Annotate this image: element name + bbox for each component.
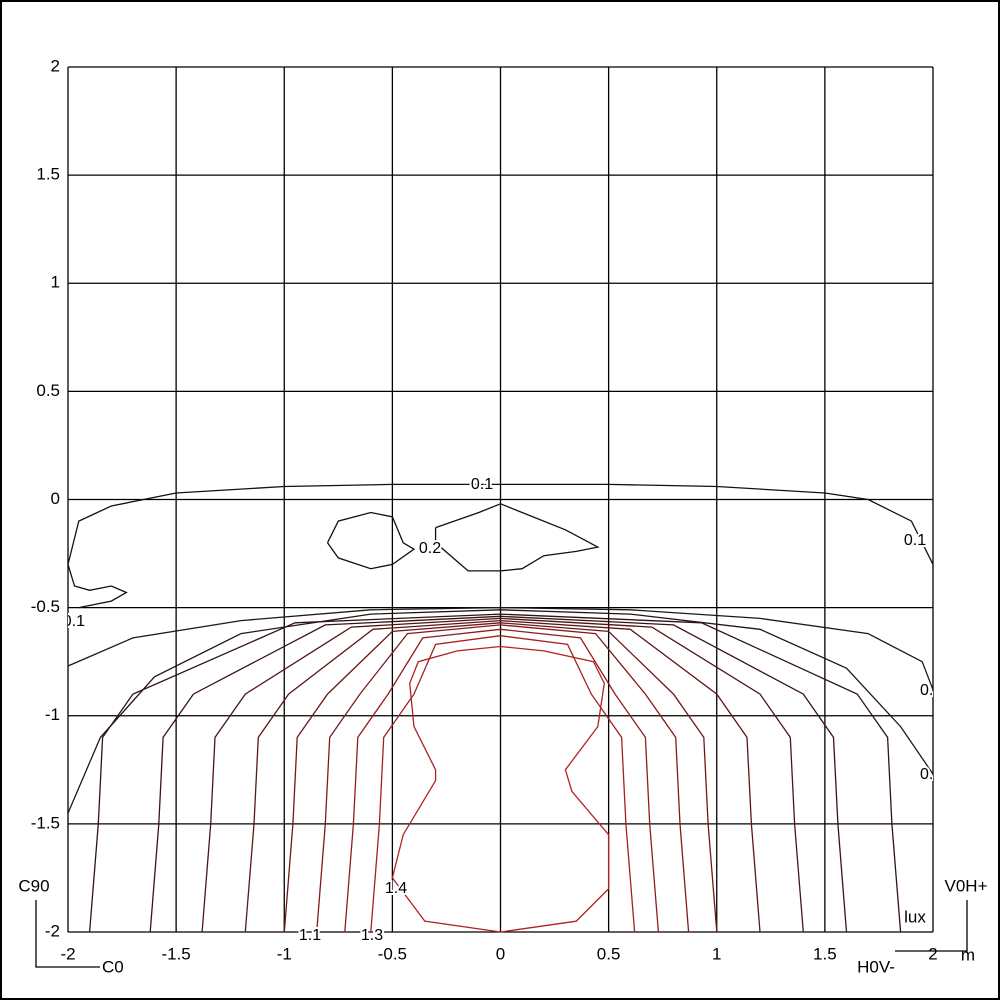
axis-bracket [35, 900, 100, 968]
y-tick-label: -2 [45, 921, 60, 940]
contour-label: 0. [920, 682, 933, 699]
plot-area [68, 483, 933, 933]
contour-line [68, 483, 933, 609]
contour-label: 0.1 [63, 613, 85, 630]
y-tick-label: 0 [51, 489, 60, 508]
y-tick-label: -1 [45, 705, 60, 724]
x-tick-label: 1.5 [813, 944, 837, 963]
contour-line [244, 619, 761, 933]
x-tick-label: 0.5 [597, 944, 621, 963]
x-tick-label: 1 [712, 944, 721, 963]
contour-line [344, 628, 660, 933]
x-tick-label: 0 [496, 944, 505, 963]
corner-label: C90 [18, 876, 49, 895]
contour-line [88, 613, 902, 933]
x-tick-label: -1.5 [161, 944, 190, 963]
y-tick-label: 2 [51, 56, 60, 75]
y-tick-label: 1 [51, 273, 60, 292]
contour-label: 1.3 [361, 927, 383, 944]
contour-label: 0. [920, 766, 933, 783]
x-tick-label: 2 [928, 944, 937, 963]
contour-labels: 0.1 0.1 0.1 0.2 0. 0. 1.1 1.3 1.4 [63, 474, 933, 944]
x-unit-label: m [961, 945, 975, 964]
axis-bracket [895, 900, 968, 952]
contour-line [68, 609, 933, 814]
contour-line [434, 503, 600, 572]
contour-line [68, 606, 933, 691]
x-tick-label: -1 [277, 944, 292, 963]
contour-label: 0.1 [904, 532, 926, 549]
y-tick-label: 1.5 [36, 165, 60, 184]
contour-label: 1.1 [299, 927, 321, 944]
contour-line [201, 617, 804, 933]
y-tick-label: -1.5 [31, 813, 60, 832]
corner-label: V0H+ [945, 876, 988, 895]
contour-label: 0.2 [419, 540, 441, 557]
x-tick-label: -0.5 [378, 944, 407, 963]
x-tick-label: -2 [60, 944, 75, 963]
corner-label: H0V- [857, 957, 895, 976]
contour-line [326, 511, 416, 570]
contour-line [283, 622, 718, 933]
y-tick-label: -0.5 [31, 597, 60, 616]
contour-line [149, 615, 848, 933]
contour-label: 0.1 [471, 476, 493, 493]
contour-line [391, 645, 610, 933]
contour-line [370, 635, 636, 933]
contour-line [316, 624, 690, 933]
y-tick-label: 0.5 [36, 381, 60, 400]
corner-label: C0 [102, 957, 124, 976]
contour-label: 1.4 [385, 880, 407, 897]
unit-label: lux [904, 907, 926, 926]
